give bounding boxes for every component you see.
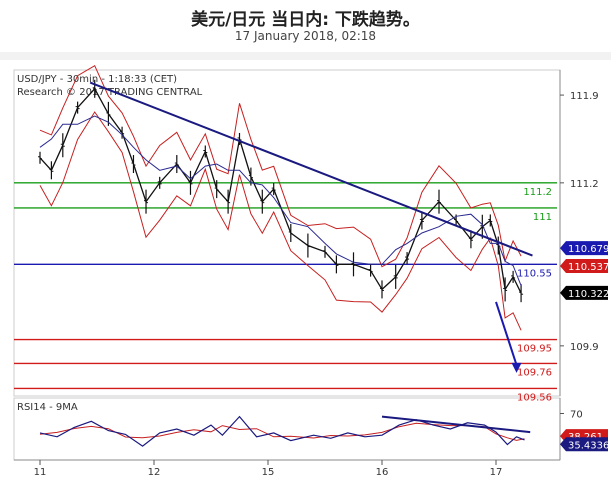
main-panel bbox=[13, 69, 561, 397]
forecast-arrow-head bbox=[511, 362, 522, 373]
copyright-label: Research © 2017 TRADING CENTRAL bbox=[17, 87, 203, 98]
forecast-arrow-shaft bbox=[495, 301, 518, 366]
price-tag-label-1: 110.537 bbox=[568, 262, 609, 273]
instrument-label: USD/JPY - 30min - 1:18:33 (CET) bbox=[17, 74, 177, 85]
x-tick-label-0: 11 bbox=[34, 467, 47, 478]
price-tag-bg-1 bbox=[560, 258, 608, 273]
x-tick-label-3: 16 bbox=[376, 467, 389, 478]
page-title: 美元/日元 当日内: 下跌趋势。 bbox=[191, 10, 420, 30]
moving-average-line bbox=[39, 115, 522, 286]
price-tick-label-0: 111.9 bbox=[570, 91, 599, 102]
price-tag-label-2: 110.322 bbox=[568, 289, 609, 300]
resistance-trendline bbox=[89, 81, 533, 257]
level-label-0: 111.2 bbox=[523, 187, 552, 198]
x-tick-label-1: 12 bbox=[148, 467, 161, 478]
band-lower bbox=[39, 111, 522, 331]
x-tick-label-4: 17 bbox=[490, 467, 503, 478]
level-label-1: 111 bbox=[533, 212, 552, 223]
rsi-tick-label-0: 70 bbox=[570, 410, 583, 421]
rsi-panel bbox=[13, 397, 561, 461]
level-label-2: 110.55 bbox=[517, 268, 552, 279]
level-label-4: 109.76 bbox=[517, 367, 552, 378]
price-tag-bg-0 bbox=[560, 241, 608, 256]
level-label-3: 109.95 bbox=[517, 344, 552, 355]
price-series-line bbox=[39, 87, 522, 294]
x-tick-label-2: 15 bbox=[262, 467, 275, 478]
rsi-tag-bg-1 bbox=[560, 437, 608, 452]
band-upper bbox=[39, 64, 522, 268]
rsi-line bbox=[39, 415, 525, 447]
rsi-tag-label-1: 35.4336 bbox=[568, 440, 609, 451]
level-label-5: 109.56 bbox=[517, 392, 552, 403]
report-date: 17 January 2018, 02:18 bbox=[234, 29, 377, 43]
price-tick-label-1: 111.2 bbox=[570, 179, 599, 190]
header-divider bbox=[0, 52, 611, 60]
rsi-trendline bbox=[381, 415, 531, 434]
price-tag-bg-2 bbox=[560, 285, 608, 300]
price-tag-label-0: 110.679 bbox=[568, 244, 609, 255]
rsi-label: RSI14 - 9MA bbox=[17, 402, 78, 413]
price-tick-label-2: 109.9 bbox=[570, 342, 599, 353]
